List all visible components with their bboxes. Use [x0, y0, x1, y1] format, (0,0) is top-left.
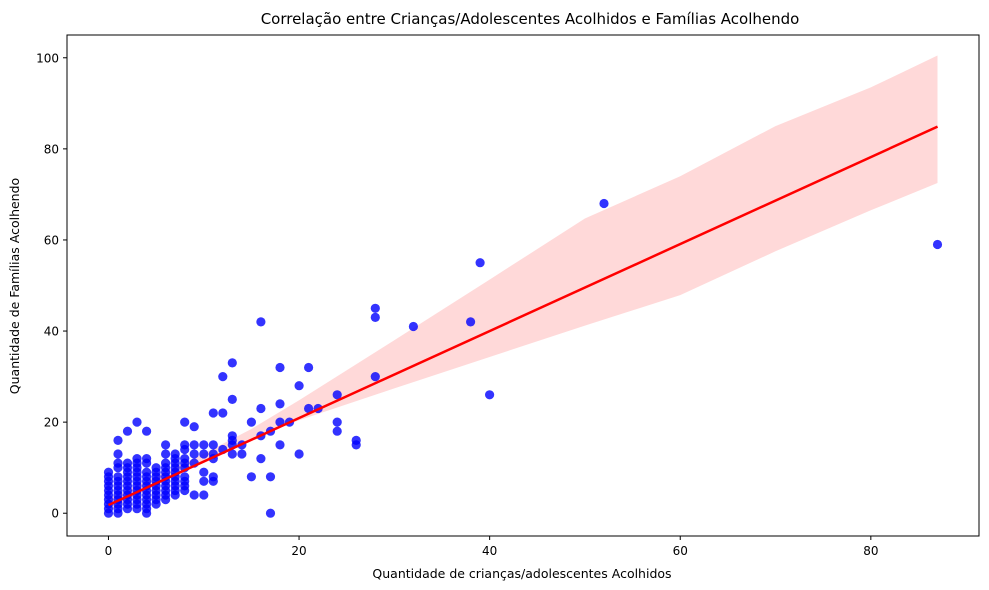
data-point	[180, 440, 190, 450]
data-point	[294, 449, 304, 459]
data-point	[199, 467, 209, 477]
data-point	[142, 454, 152, 464]
data-point	[113, 449, 123, 459]
data-point	[161, 449, 171, 459]
data-point	[370, 303, 380, 313]
data-point	[199, 476, 209, 486]
data-point	[246, 472, 256, 482]
data-point	[256, 317, 266, 327]
data-point	[304, 403, 314, 414]
data-point	[304, 362, 314, 373]
data-point	[227, 358, 237, 368]
data-point	[370, 372, 380, 382]
data-point	[227, 431, 237, 441]
data-point	[218, 372, 228, 382]
data-point	[122, 458, 133, 468]
y-tick-label: 20	[44, 416, 59, 430]
data-point	[142, 426, 152, 436]
x-tick-label: 60	[673, 544, 688, 558]
data-point	[227, 394, 237, 404]
x-tick-label: 20	[291, 544, 306, 558]
data-point	[332, 426, 342, 436]
data-point	[189, 490, 199, 500]
data-point	[227, 449, 237, 459]
x-tick-label: 80	[863, 544, 878, 558]
data-point	[208, 408, 218, 418]
data-point	[189, 422, 199, 432]
data-point	[599, 198, 609, 209]
data-point	[294, 381, 304, 391]
plot-frame	[66, 34, 980, 537]
x-tick-label: 0	[105, 544, 113, 558]
data-point	[161, 440, 171, 450]
data-point	[256, 403, 266, 414]
data-point	[351, 435, 361, 445]
data-point	[122, 426, 133, 436]
data-point	[932, 239, 943, 250]
data-point	[170, 449, 180, 459]
data-point	[246, 417, 256, 427]
data-point	[199, 490, 209, 500]
x-axis-label: Quantidade de crianças/adolescentes Acol…	[372, 566, 671, 581]
data-point	[132, 454, 142, 464]
plot-area	[103, 55, 943, 518]
data-point	[208, 472, 218, 482]
y-axis: 0 20 40 60 80 100	[36, 51, 67, 521]
y-tick-label: 40	[44, 325, 59, 339]
data-point	[180, 417, 190, 427]
data-point	[466, 317, 476, 327]
data-point	[208, 440, 218, 450]
data-point	[199, 440, 209, 450]
data-point	[265, 472, 276, 482]
y-tick-label: 100	[36, 51, 59, 65]
y-tick-label: 0	[51, 507, 59, 521]
y-axis-label: Quantidade de Famílias Acolhendo	[7, 178, 22, 394]
data-point	[142, 467, 152, 477]
data-point	[265, 508, 276, 518]
data-point	[113, 472, 123, 482]
data-point	[218, 408, 228, 418]
data-point	[332, 390, 342, 400]
chart-title: Correlação entre Crianças/Adolescentes A…	[261, 10, 800, 28]
data-point	[275, 362, 285, 373]
data-point	[332, 417, 342, 427]
regression-line	[107, 125, 939, 507]
data-point	[408, 321, 418, 332]
y-tick-label: 60	[44, 233, 59, 247]
data-point	[199, 449, 209, 459]
data-point	[113, 435, 123, 445]
data-point	[485, 390, 495, 400]
data-point	[189, 440, 199, 450]
y-tick-label: 80	[44, 142, 59, 156]
data-point	[113, 458, 123, 468]
x-axis: 0 20 40 60 80	[105, 536, 878, 558]
data-point	[189, 449, 199, 459]
data-point	[132, 417, 142, 427]
data-point	[275, 440, 285, 450]
data-point	[151, 463, 161, 473]
data-point	[161, 458, 171, 468]
data-point	[103, 467, 114, 477]
data-point	[370, 312, 380, 322]
data-point	[237, 449, 247, 459]
data-point	[180, 472, 190, 482]
data-point	[256, 454, 266, 464]
data-point	[180, 454, 190, 464]
x-tick-label: 40	[482, 544, 497, 558]
data-points	[103, 198, 943, 518]
confidence-band	[108, 55, 938, 511]
data-point	[475, 258, 485, 268]
data-point	[275, 399, 285, 409]
